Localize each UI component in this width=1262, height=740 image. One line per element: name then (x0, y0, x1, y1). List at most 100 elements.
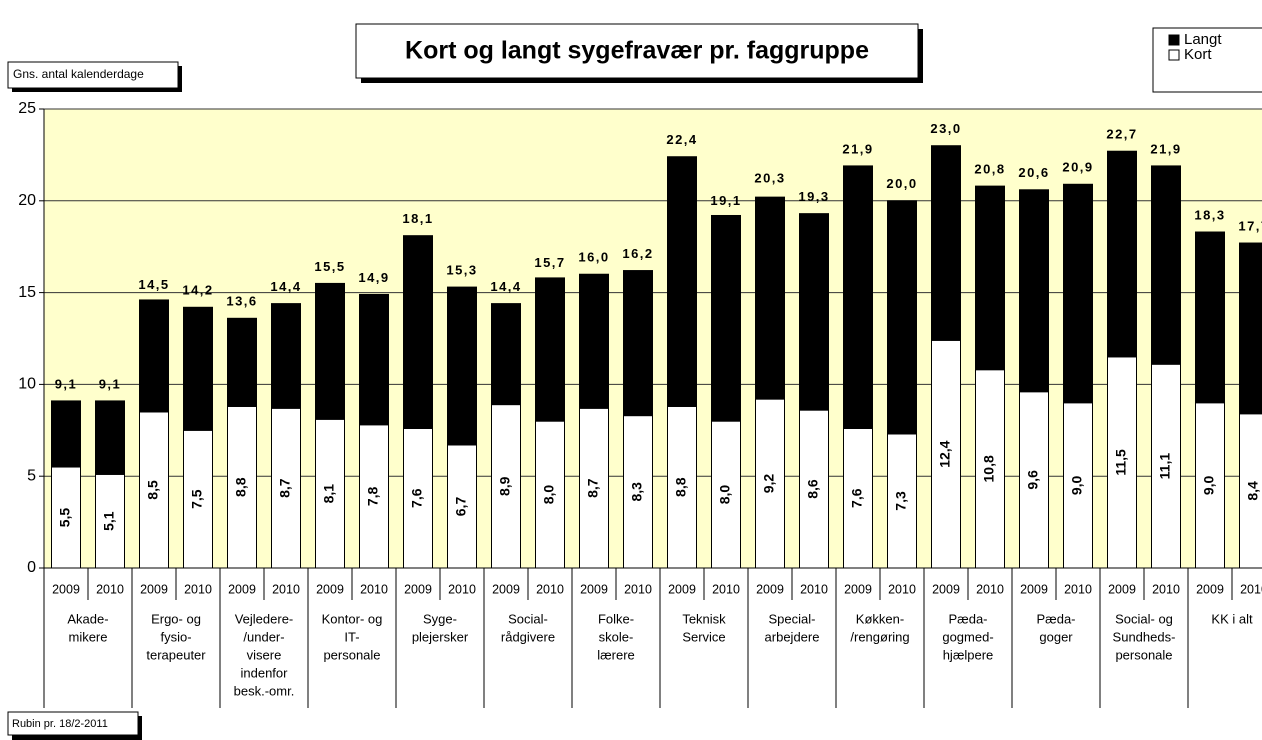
group-label: visere (247, 647, 282, 662)
data-label: 5,5 (497, 318, 513, 338)
legend-swatch (1168, 34, 1180, 46)
total-label: 20,6 (1018, 165, 1049, 180)
data-label: 8,6 (805, 479, 821, 499)
x-tick-label: 2010 (624, 582, 652, 596)
x-tick-label: 2010 (1152, 582, 1180, 596)
bar-segment (95, 473, 125, 569)
total-label: 14,2 (182, 283, 213, 298)
total-label: 22,4 (666, 132, 697, 147)
bar-segment (1151, 363, 1181, 569)
group-label: Køkken- (856, 611, 904, 626)
bar-segment (95, 400, 125, 475)
legend-label: Langt (1184, 31, 1222, 48)
bar-segment (843, 165, 873, 429)
data-label: 12,4 (937, 440, 953, 467)
bar-segment (799, 409, 829, 569)
group-label: /under- (243, 629, 284, 644)
x-tick-label: 2010 (712, 582, 740, 596)
group-label: Ergo- og (151, 611, 201, 626)
data-label: 10,8 (1157, 176, 1173, 203)
data-label: 9,3 (1201, 246, 1217, 266)
bar-segment (535, 420, 565, 569)
bar-segment (227, 317, 257, 407)
x-tick-label: 2010 (536, 582, 564, 596)
group-label: Service (682, 629, 725, 644)
data-label: 10,6 (937, 156, 953, 183)
x-tick-label: 2009 (1020, 582, 1048, 596)
data-label: 9,3 (1245, 257, 1261, 277)
bar-segment (1063, 402, 1093, 569)
chart-title: Kort og langt sygefravær pr. faggruppe (405, 37, 869, 65)
data-label: 10,7 (805, 224, 821, 251)
group-label: indenfor (241, 665, 289, 680)
group-label: Social- og (1115, 611, 1173, 626)
total-label: 20,0 (886, 176, 917, 191)
x-tick-label: 2009 (932, 582, 960, 596)
total-label: 14,4 (490, 279, 521, 294)
data-label: 8,7 (277, 478, 293, 498)
x-tick-label: 2009 (844, 582, 872, 596)
data-label: 7,3 (893, 491, 909, 511)
bar-segment (1063, 183, 1093, 404)
bar-segment (755, 196, 785, 400)
data-label: 8,9 (497, 476, 513, 496)
bar-segment (51, 466, 81, 569)
x-tick-label: 2010 (888, 582, 916, 596)
x-tick-label: 2010 (360, 582, 388, 596)
x-tick-label: 2009 (228, 582, 256, 596)
group-label: fysio- (160, 629, 191, 644)
x-tick-label: 2009 (404, 582, 432, 596)
group-label: Vejledere- (235, 611, 294, 626)
data-label: 8,6 (453, 301, 469, 321)
group-label: gogmed- (942, 629, 993, 644)
data-label: 7,8 (541, 292, 557, 312)
data-label: 7,8 (365, 486, 381, 506)
x-tick-label: 2009 (140, 582, 168, 596)
bar-segment (271, 407, 301, 569)
group-label: Social- (508, 611, 548, 626)
group-label: hjælpere (943, 647, 994, 662)
data-label: 9,0 (1069, 475, 1085, 495)
bar-segment (887, 200, 917, 435)
data-label: 6,1 (145, 314, 161, 334)
x-tick-label: 2010 (448, 582, 476, 596)
title-box (355, 23, 919, 79)
group-label: Pæda- (1036, 611, 1075, 626)
total-label: 16,0 (578, 250, 609, 265)
bar-segment (183, 306, 213, 431)
data-label: 8,7 (585, 478, 601, 498)
bar-segment (359, 293, 389, 426)
bar-segment (975, 185, 1005, 371)
total-label: 17,7 (1238, 218, 1262, 233)
x-tick-label: 2009 (52, 582, 80, 596)
x-tick-label: 2010 (1064, 582, 1092, 596)
data-label: 10,8 (981, 455, 997, 482)
data-label: 14,3 (849, 176, 865, 203)
x-tick-label: 2010 (1240, 582, 1262, 596)
group-label: Sundheds- (1113, 629, 1176, 644)
group-label: Kontor- og (322, 611, 383, 626)
data-label: 10,5 (409, 246, 425, 273)
data-label: 5,1 (101, 511, 117, 531)
total-label: 21,9 (1150, 141, 1181, 156)
x-tick-label: 2010 (800, 582, 828, 596)
y-label-box (7, 61, 179, 89)
total-label: 15,7 (534, 255, 565, 270)
x-tick-label: 2009 (1108, 582, 1136, 596)
bar-segment (403, 427, 433, 569)
bar-segment (931, 145, 961, 341)
group-label: terapeuter (146, 647, 206, 662)
total-label: 14,9 (358, 270, 389, 285)
group-label: skole- (599, 629, 634, 644)
total-label: 22,7 (1106, 127, 1137, 142)
group-label: IT- (344, 629, 359, 644)
y-tick-label: 20 (18, 192, 36, 209)
data-label: 8,0 (717, 485, 733, 505)
y-tick-label: 10 (18, 376, 36, 393)
data-label: 7,1 (365, 308, 381, 328)
data-label: 5,5 (57, 508, 73, 528)
total-label: 9,1 (99, 376, 122, 391)
data-label: 11,9 (1069, 195, 1085, 222)
data-label: 11,5 (1113, 449, 1129, 476)
